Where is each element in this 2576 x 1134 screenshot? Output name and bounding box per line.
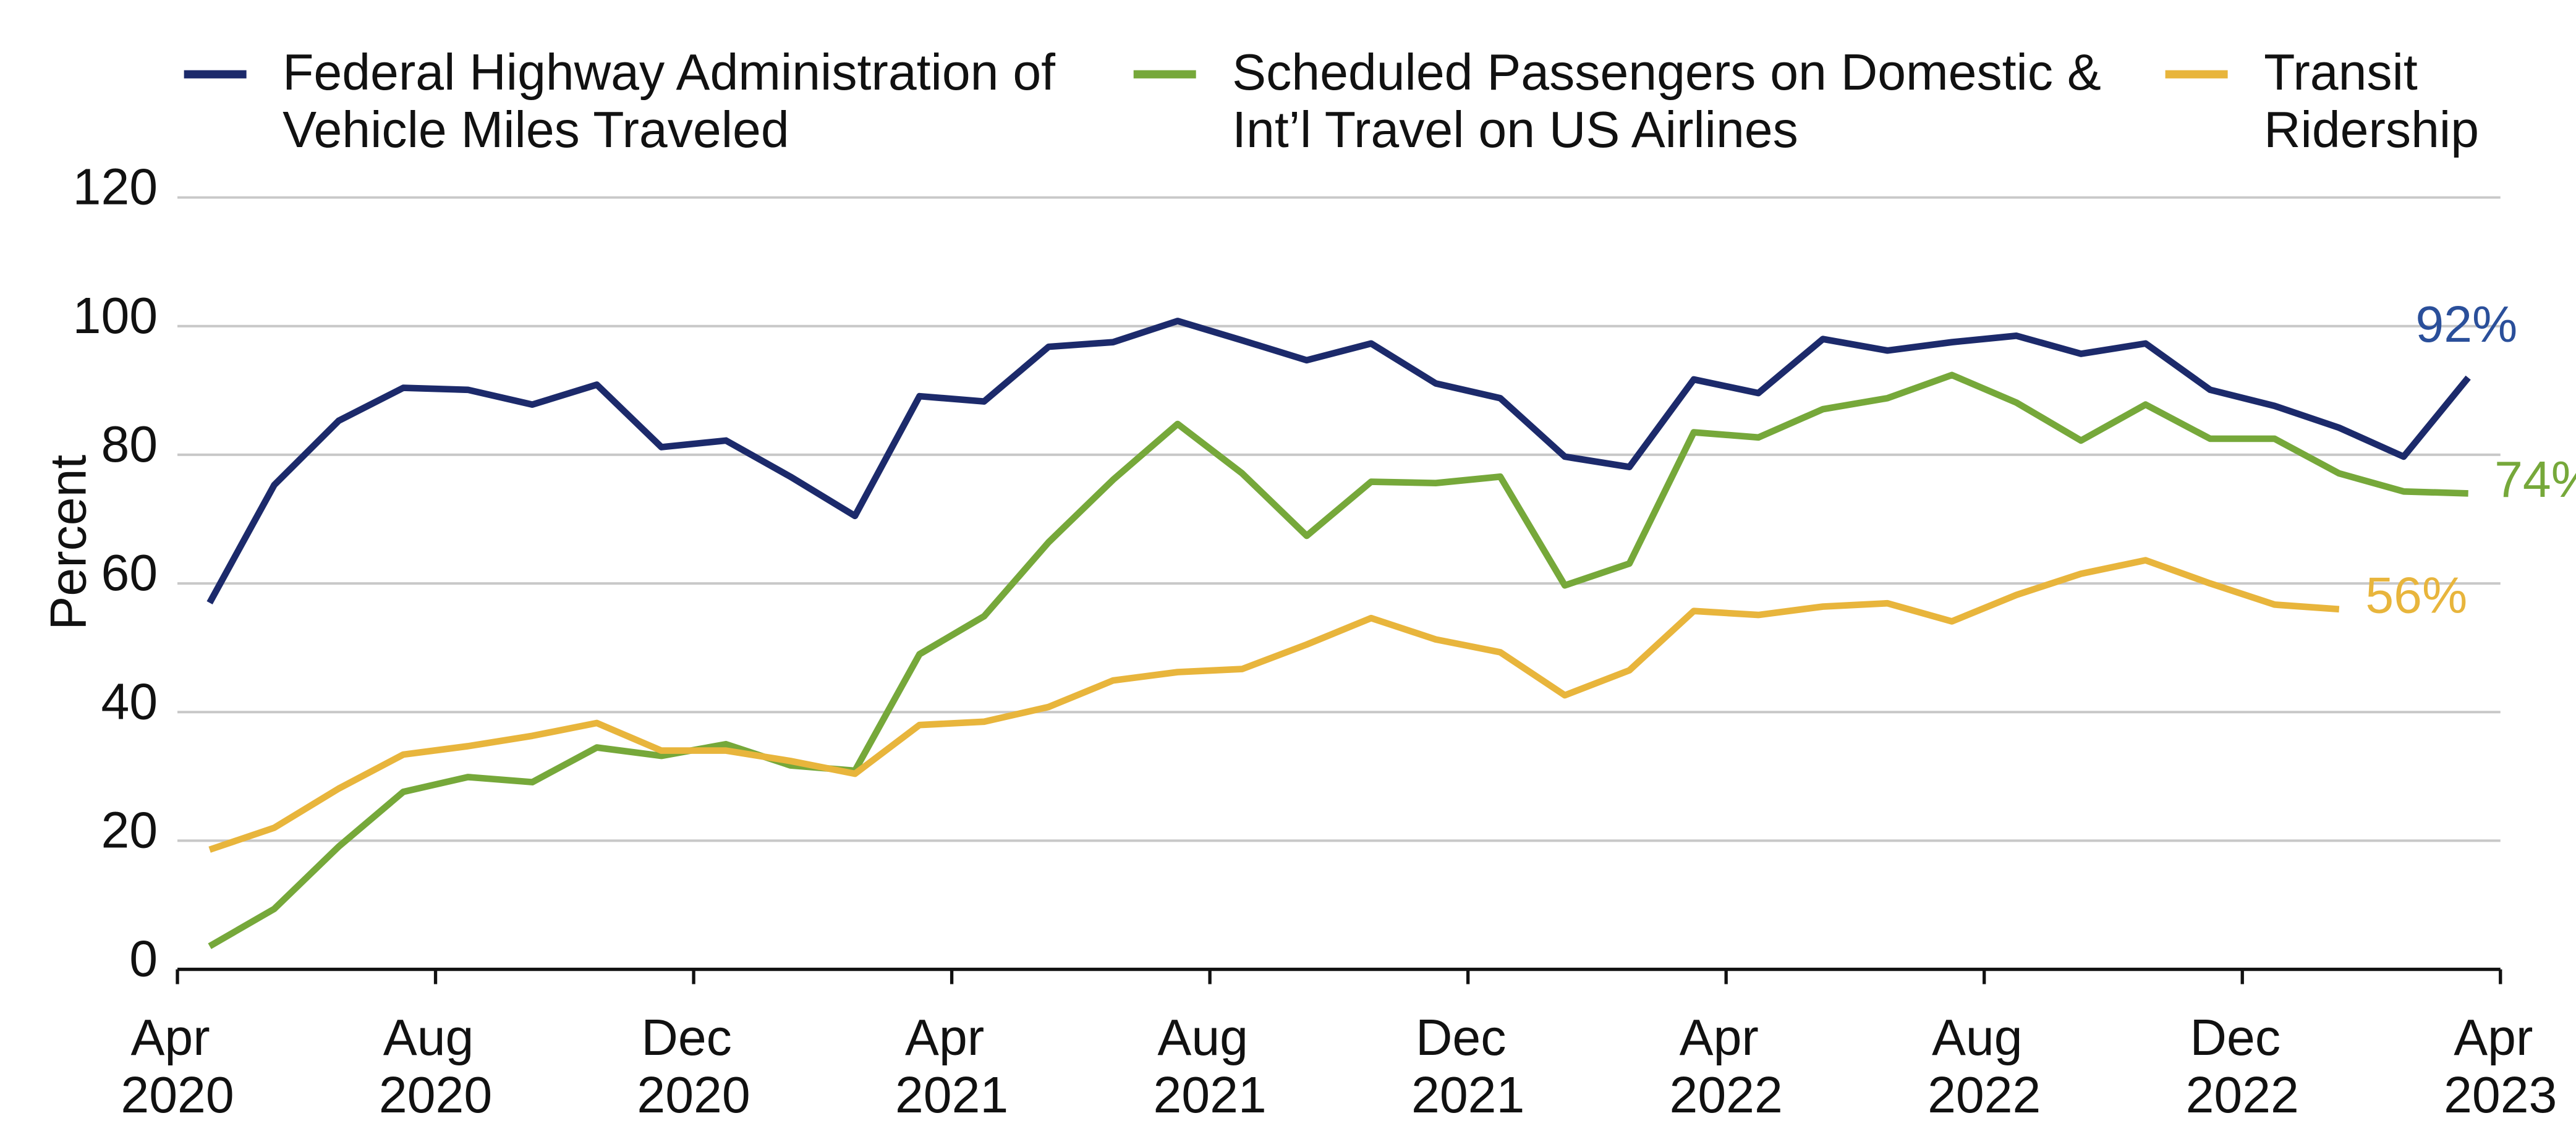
x-tick-label: Apr 2023	[2444, 1009, 2557, 1123]
value-label: 92%	[2415, 296, 2517, 353]
value-label: 56%	[2365, 567, 2467, 624]
legend-label: Federal Highway Administration of Vehicl…	[283, 44, 1069, 158]
x-tick-label: Apr 2022	[1670, 1009, 1783, 1123]
y-tick-label: 80	[101, 416, 158, 473]
y-tick-label: 20	[101, 802, 158, 859]
y-tick-label: 0	[129, 931, 158, 988]
y-tick-label: 40	[101, 673, 158, 730]
y-tick-label: 120	[73, 159, 158, 216]
x-tick-label: Apr 2020	[121, 1009, 234, 1123]
x-tick-label: Aug 2020	[379, 1009, 492, 1123]
y-tick-label: 100	[73, 287, 158, 344]
x-tick-label: Dec 2020	[637, 1009, 750, 1123]
x-tick-label: Aug 2022	[1928, 1009, 2041, 1123]
x-tick-label: Dec 2021	[1411, 1009, 1524, 1123]
y-tick-label: 60	[101, 544, 158, 601]
x-tick-label: Dec 2022	[2186, 1009, 2299, 1123]
series-line	[206, 318, 2471, 604]
series-line	[208, 371, 2468, 949]
legend-label: Scheduled Passengers on Domestic & Int’l…	[1232, 44, 2115, 158]
y-axis-label: Percent	[40, 455, 97, 630]
series-line	[208, 557, 2340, 853]
legend-label: Transit Ridership	[2264, 44, 2479, 158]
x-tick-label: Apr 2021	[895, 1009, 1008, 1123]
x-tick-label: Aug 2021	[1153, 1009, 1266, 1123]
value-label: 74%	[2494, 451, 2576, 508]
